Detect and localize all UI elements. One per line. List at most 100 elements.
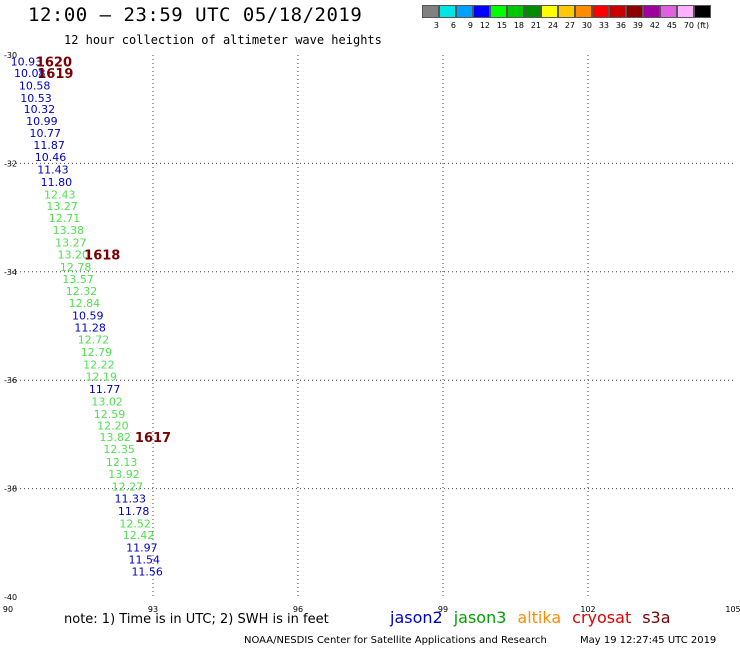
x-tick-label: 93 <box>148 605 158 614</box>
legend-label: 70 <box>683 21 694 30</box>
chart-subtitle: 12 hour collection of altimeter wave hei… <box>64 33 382 47</box>
legend-swatch <box>660 5 677 18</box>
wave-height-label: 12.22 <box>83 358 115 371</box>
legend-label: 33 <box>598 21 609 30</box>
legend-label: 3 <box>433 21 439 30</box>
chart-title: 12:00 – 23:59 UTC 05/18/2019 <box>28 4 363 26</box>
legend-label: 30 <box>581 21 592 30</box>
legend-swatch <box>422 5 439 18</box>
wave-height-label: 10.08 <box>14 67 46 80</box>
wave-height-label: 10.58 <box>19 79 51 92</box>
wave-height-label: 10.32 <box>24 103 56 116</box>
legend-label: 24 <box>547 21 558 30</box>
y-tick-label: -32 <box>4 159 17 168</box>
wave-height-label: 10.99 <box>26 115 58 128</box>
wave-height-label: 10.59 <box>72 310 104 323</box>
legend-label: 36 <box>615 21 626 30</box>
x-tick-label: 90 <box>3 605 13 614</box>
x-tick-label: 96 <box>293 605 303 614</box>
satellite-cryosat: cryosat <box>572 608 632 627</box>
legend-unit: (ft) <box>697 21 710 30</box>
wave-height-label: 13.57 <box>62 273 94 286</box>
legend-swatch <box>507 5 524 18</box>
wave-height-label: 13.92 <box>108 468 140 481</box>
legend-label: 45 <box>666 21 677 30</box>
time-label: 1617 <box>135 431 171 446</box>
legend-swatch <box>524 5 541 18</box>
x-tick-label: 105 <box>725 605 740 614</box>
wave-height-label: 11.78 <box>118 505 150 518</box>
wave-height-label: 11.87 <box>33 139 65 152</box>
legend-label: 21 <box>530 21 541 30</box>
legend-label: 18 <box>513 21 524 30</box>
legend-swatch <box>575 5 592 18</box>
legend-swatch <box>490 5 507 18</box>
wave-height-label: 11.28 <box>74 322 106 335</box>
wave-height-label: 10.46 <box>35 151 67 164</box>
legend-label: 12 <box>479 21 490 30</box>
legend-swatch <box>694 5 711 18</box>
wave-height-label: 12.19 <box>86 370 118 383</box>
legend-swatch <box>558 5 575 18</box>
legend-swatch <box>626 5 643 18</box>
legend-label: 39 <box>632 21 643 30</box>
wave-height-label: 11.97 <box>126 542 158 555</box>
legend-swatch <box>609 5 626 18</box>
legend-label: 27 <box>564 21 575 30</box>
wave-height-label: 12.52 <box>119 517 151 530</box>
wave-height-label: 11.56 <box>131 566 163 579</box>
satellite-s3a: s3a <box>642 608 671 627</box>
time-label: 1620 <box>36 56 72 71</box>
wave-height-label: 13.20 <box>58 248 90 261</box>
x-tick-label: 102 <box>580 605 595 614</box>
wave-height-label: 10.53 <box>20 92 52 105</box>
wave-height-label: 11.54 <box>129 554 161 567</box>
wave-height-label: 13.38 <box>53 224 85 237</box>
wave-height-label: 12.32 <box>66 285 98 298</box>
satellite-altika: altika <box>517 608 562 627</box>
y-tick-label: -38 <box>4 485 17 494</box>
legend-swatch <box>473 5 490 18</box>
y-tick-label: -34 <box>4 268 17 277</box>
wave-height-label: 12.59 <box>94 408 126 421</box>
wave-height-label: 11.77 <box>89 383 121 396</box>
wave-height-label: 13.82 <box>100 431 132 444</box>
legend-label: 42 <box>649 21 660 30</box>
footer-timestamp: May 19 12:27:45 UTC 2019 <box>580 635 717 646</box>
wave-height-label: 12.13 <box>106 456 138 469</box>
legend-swatches <box>422 5 711 18</box>
footer-credit: NOAA/NESDIS Center for Satellite Applica… <box>244 635 547 646</box>
y-tick-label: -40 <box>4 593 17 602</box>
wave-height-label: 12.71 <box>49 212 81 225</box>
time-label: 1618 <box>84 248 120 263</box>
wave-height-label: 13.27 <box>55 237 87 250</box>
wave-height-label: 12.42 <box>123 529 155 542</box>
y-tick-label: -30 <box>4 51 17 60</box>
legend-label: 9 <box>467 21 473 30</box>
satellite-jason3: jason3 <box>453 608 507 627</box>
legend-swatch <box>541 5 558 18</box>
wave-height-label: 10.77 <box>29 127 61 140</box>
legend-swatch <box>643 5 660 18</box>
wave-height-label: 11.80 <box>41 176 73 189</box>
wave-height-label: 13.27 <box>46 200 78 213</box>
legend-swatch <box>439 5 456 18</box>
wave-height-label: 13.02 <box>91 395 123 408</box>
wave-height-label: 12.20 <box>97 420 129 433</box>
legend-label: 15 <box>496 21 507 30</box>
wave-height-label: 12.27 <box>112 480 144 493</box>
wave-height-label: 12.79 <box>81 346 113 359</box>
wave-height-label: 10.93 <box>11 56 43 69</box>
wave-height-label: 12.78 <box>60 261 92 274</box>
wave-height-label: 12.35 <box>103 443 135 456</box>
wave-height-label: 12.84 <box>69 297 101 310</box>
x-tick-label: 99 <box>438 605 448 614</box>
units-note: note: 1) Time is in UTC; 2) SWH is in fe… <box>64 612 329 627</box>
legend-swatch <box>592 5 609 18</box>
satellite-legend: jason2 jason3 altika cryosat s3a <box>390 608 671 627</box>
y-tick-label: -36 <box>4 376 17 385</box>
legend-label: 6 <box>450 21 456 30</box>
color-scale-legend: 3 6 9 12 15 18 21 24 27 30 33 36 39 42 45 70 (ft) <box>422 5 711 30</box>
satellite-jason2: jason2 <box>390 608 443 627</box>
